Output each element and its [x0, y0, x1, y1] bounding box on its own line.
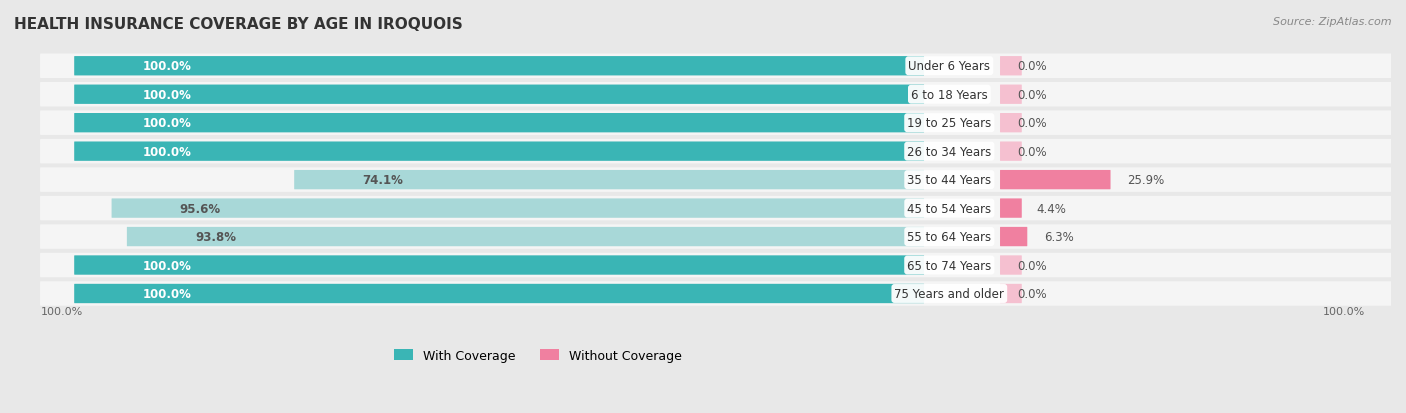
FancyBboxPatch shape	[75, 57, 924, 76]
FancyBboxPatch shape	[1000, 256, 1022, 275]
Text: 6 to 18 Years: 6 to 18 Years	[911, 88, 987, 102]
Text: HEALTH INSURANCE COVERAGE BY AGE IN IROQUOIS: HEALTH INSURANCE COVERAGE BY AGE IN IROQ…	[14, 17, 463, 31]
Text: 0.0%: 0.0%	[1018, 88, 1047, 102]
Text: 95.6%: 95.6%	[180, 202, 221, 215]
FancyBboxPatch shape	[75, 256, 924, 275]
FancyBboxPatch shape	[39, 140, 1392, 164]
Text: 0.0%: 0.0%	[1018, 117, 1047, 130]
FancyBboxPatch shape	[39, 168, 1392, 192]
Text: 4.4%: 4.4%	[1036, 202, 1066, 215]
FancyBboxPatch shape	[75, 85, 924, 104]
Text: 55 to 64 Years: 55 to 64 Years	[907, 230, 991, 244]
Text: 45 to 54 Years: 45 to 54 Years	[907, 202, 991, 215]
FancyBboxPatch shape	[75, 284, 924, 304]
FancyBboxPatch shape	[1000, 85, 1022, 104]
FancyBboxPatch shape	[1000, 284, 1022, 304]
FancyBboxPatch shape	[39, 55, 1392, 79]
FancyBboxPatch shape	[1000, 114, 1022, 133]
FancyBboxPatch shape	[75, 114, 924, 133]
Text: 75 Years and older: 75 Years and older	[894, 287, 1004, 300]
FancyBboxPatch shape	[1000, 57, 1022, 76]
FancyBboxPatch shape	[39, 282, 1392, 306]
FancyBboxPatch shape	[1000, 199, 1022, 218]
FancyBboxPatch shape	[127, 227, 924, 247]
FancyBboxPatch shape	[39, 253, 1392, 278]
Text: 0.0%: 0.0%	[1018, 259, 1047, 272]
Text: 100.0%: 100.0%	[142, 259, 191, 272]
Text: 100.0%: 100.0%	[142, 60, 191, 73]
Text: 65 to 74 Years: 65 to 74 Years	[907, 259, 991, 272]
Text: 100.0%: 100.0%	[142, 117, 191, 130]
Text: 6.3%: 6.3%	[1045, 230, 1074, 244]
Text: 25.9%: 25.9%	[1128, 174, 1164, 187]
Text: Source: ZipAtlas.com: Source: ZipAtlas.com	[1274, 17, 1392, 26]
FancyBboxPatch shape	[39, 83, 1392, 107]
Text: 0.0%: 0.0%	[1018, 60, 1047, 73]
FancyBboxPatch shape	[111, 199, 924, 218]
FancyBboxPatch shape	[39, 225, 1392, 249]
FancyBboxPatch shape	[294, 171, 924, 190]
FancyBboxPatch shape	[39, 111, 1392, 135]
Text: 93.8%: 93.8%	[195, 230, 236, 244]
Text: 26 to 34 Years: 26 to 34 Years	[907, 145, 991, 158]
Text: 19 to 25 Years: 19 to 25 Years	[907, 117, 991, 130]
Text: 100.0%: 100.0%	[142, 145, 191, 158]
Text: Under 6 Years: Under 6 Years	[908, 60, 990, 73]
Text: 0.0%: 0.0%	[1018, 145, 1047, 158]
FancyBboxPatch shape	[1000, 142, 1022, 161]
Text: 100.0%: 100.0%	[142, 287, 191, 300]
FancyBboxPatch shape	[39, 196, 1392, 221]
FancyBboxPatch shape	[1000, 227, 1028, 247]
Text: 74.1%: 74.1%	[363, 174, 404, 187]
Text: 0.0%: 0.0%	[1018, 287, 1047, 300]
Text: 100.0%: 100.0%	[142, 88, 191, 102]
FancyBboxPatch shape	[1000, 171, 1111, 190]
Text: 100.0%: 100.0%	[41, 306, 83, 316]
Legend: With Coverage, Without Coverage: With Coverage, Without Coverage	[389, 344, 686, 367]
Text: 100.0%: 100.0%	[1323, 306, 1365, 316]
FancyBboxPatch shape	[75, 142, 924, 161]
Text: 35 to 44 Years: 35 to 44 Years	[907, 174, 991, 187]
